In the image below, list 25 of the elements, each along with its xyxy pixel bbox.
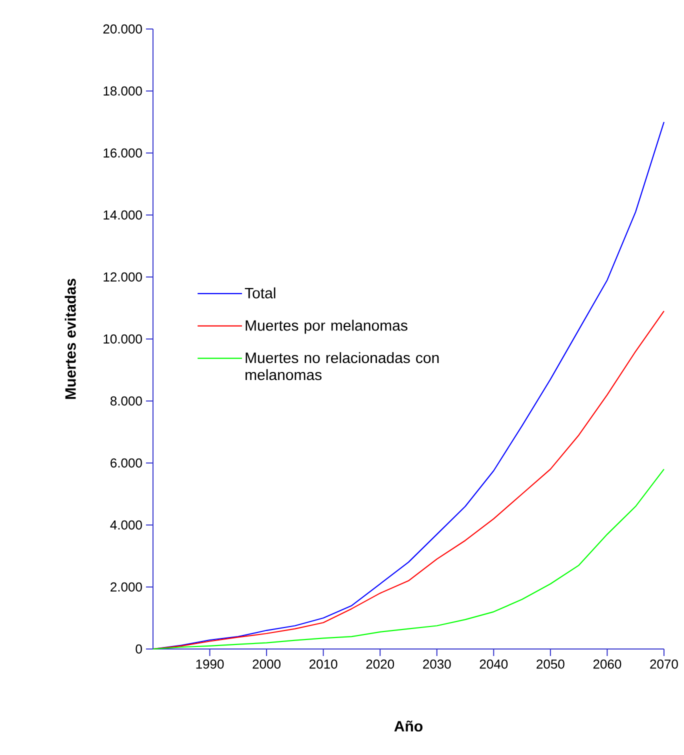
- x-tick-label: 2010: [310, 660, 338, 669]
- y-tick-label: 0: [136, 644, 142, 654]
- y-tick-label: 8.000: [110, 396, 142, 406]
- y-tick-label: 6.000: [110, 458, 142, 468]
- x-tick-label: 2040: [480, 660, 508, 669]
- x-tick-label: 2000: [252, 660, 280, 669]
- y-tick-label: 18.000: [104, 86, 142, 96]
- x-tick-label: 1990: [196, 660, 224, 669]
- legend-label: Total: [244, 287, 276, 298]
- y-axis-title: Muertes evitadas: [64, 278, 76, 399]
- x-tick-label: 2030: [423, 660, 451, 669]
- y-tick-label: 12.000: [104, 272, 142, 282]
- x-tick-label: 2050: [536, 660, 564, 669]
- legend-label: Muertes no relacionadas con melanomas: [246, 352, 439, 380]
- y-tick-label: 4.000: [110, 520, 142, 530]
- x-tick-label: 2060: [593, 660, 622, 669]
- y-tick-label: 2.000: [110, 582, 142, 592]
- y-tick-label: 16.000: [104, 148, 142, 158]
- x-axis-title: Año: [394, 720, 422, 732]
- x-tick-label: 2070: [650, 660, 678, 669]
- legend-label: Muertes por melanomas: [246, 320, 408, 334]
- y-tick-label: 14.000: [104, 210, 142, 220]
- y-tick-label: 10.000: [104, 334, 142, 344]
- y-tick-label: 20.000: [103, 24, 142, 34]
- x-tick-label: 2020: [366, 660, 394, 669]
